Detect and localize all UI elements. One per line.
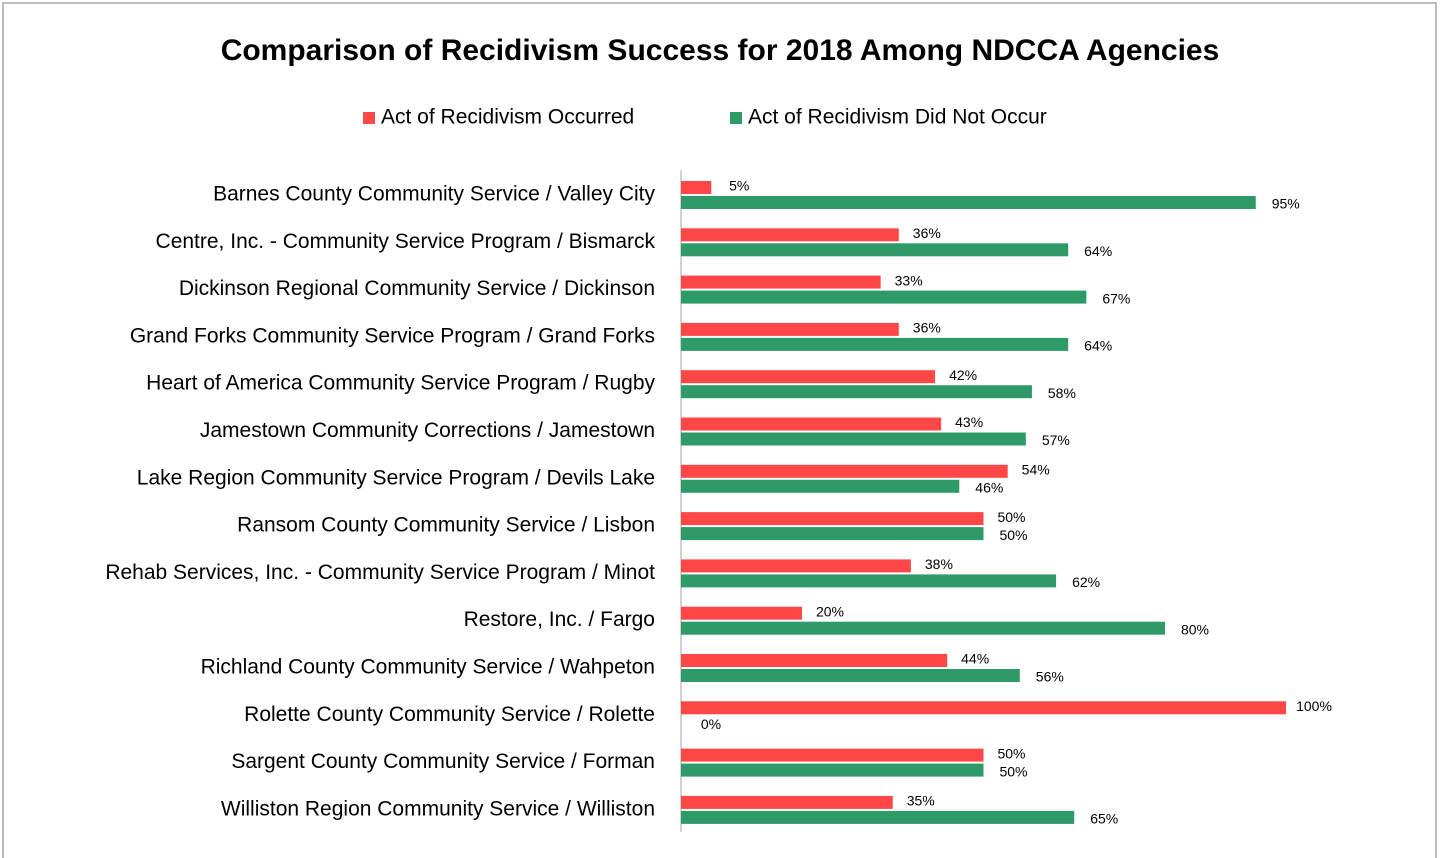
data-label: 43% [955, 414, 983, 430]
data-label: 64% [1084, 243, 1112, 259]
category-label: Grand Forks Community Service Program / … [130, 324, 655, 347]
legend-label: Act of Recidivism Did Not Occur [748, 106, 1047, 129]
category-label: Centre, Inc. - Community Service Program… [156, 230, 656, 253]
data-label: 57% [1042, 432, 1070, 448]
bar [681, 748, 984, 762]
data-label: 80% [1181, 621, 1209, 637]
bar [681, 701, 1286, 715]
data-label: 58% [1048, 385, 1076, 401]
category-label: Dickinson Regional Community Service / D… [179, 277, 655, 300]
data-label: 20% [816, 603, 844, 619]
bar [681, 370, 936, 384]
bar [681, 337, 1069, 351]
bar [681, 464, 1008, 478]
data-label: 65% [1090, 811, 1118, 827]
bar [681, 243, 1069, 257]
bar [681, 810, 1075, 824]
category-label: Barnes County Community Service / Valley… [213, 183, 655, 206]
bar [681, 196, 1256, 209]
bar [681, 621, 1165, 635]
data-label: 100% [1296, 698, 1332, 714]
data-label: 42% [949, 367, 977, 383]
data-label: 50% [997, 509, 1025, 525]
bar [681, 795, 893, 809]
data-label: 46% [975, 480, 1003, 496]
legend-swatch [363, 112, 375, 124]
bar [681, 417, 942, 431]
data-label: 36% [913, 225, 941, 241]
bar [681, 574, 1057, 588]
data-label: 67% [1102, 290, 1130, 306]
data-label: 62% [1072, 574, 1100, 590]
legend-swatch [730, 112, 742, 124]
bar [681, 763, 984, 777]
data-label: 0% [701, 716, 721, 732]
category-label: Ransom County Community Service / Lisbon [237, 514, 655, 537]
bar [681, 606, 802, 620]
category-label: Lake Region Community Service Program / … [137, 466, 655, 489]
category-label: Sargent County Community Service / Forma… [231, 750, 655, 773]
category-label: Jamestown Community Corrections / Jamest… [200, 419, 655, 442]
bar [681, 669, 1020, 682]
category-label: Heart of America Community Service Progr… [146, 372, 655, 395]
bar [681, 479, 960, 493]
data-label: 64% [1084, 338, 1112, 354]
bar [681, 290, 1087, 304]
bar [681, 559, 911, 573]
data-label: 33% [895, 272, 923, 288]
bar [681, 275, 881, 289]
data-label: 36% [913, 320, 941, 336]
bar [681, 527, 984, 541]
chart-title: Comparison of Recidivism Success for 201… [221, 34, 1220, 67]
data-label: 50% [999, 527, 1027, 543]
category-label: Rolette County Community Service / Rolet… [244, 703, 655, 726]
data-label: 54% [1022, 462, 1050, 478]
category-label: Rehab Services, Inc. - Community Service… [105, 561, 655, 584]
data-label: 56% [1036, 669, 1064, 685]
category-label: Restore, Inc. / Fargo [464, 608, 655, 631]
data-label: 44% [961, 651, 989, 667]
bar [681, 654, 948, 667]
data-label: 50% [999, 763, 1027, 779]
bar [681, 512, 984, 526]
data-label: 35% [907, 793, 935, 809]
data-label: 38% [925, 556, 953, 572]
bar [681, 181, 712, 194]
legend-label: Act of Recidivism Occurred [381, 106, 634, 129]
data-label: 95% [1272, 196, 1300, 212]
data-label: 50% [997, 745, 1025, 761]
bar [681, 432, 1026, 446]
category-label: Williston Region Community Service / Wil… [221, 797, 655, 820]
bar [681, 228, 899, 242]
bar [681, 322, 899, 336]
data-label: 5% [729, 178, 749, 194]
category-label: Richland County Community Service / Wahp… [201, 656, 655, 679]
bar [681, 385, 1032, 399]
